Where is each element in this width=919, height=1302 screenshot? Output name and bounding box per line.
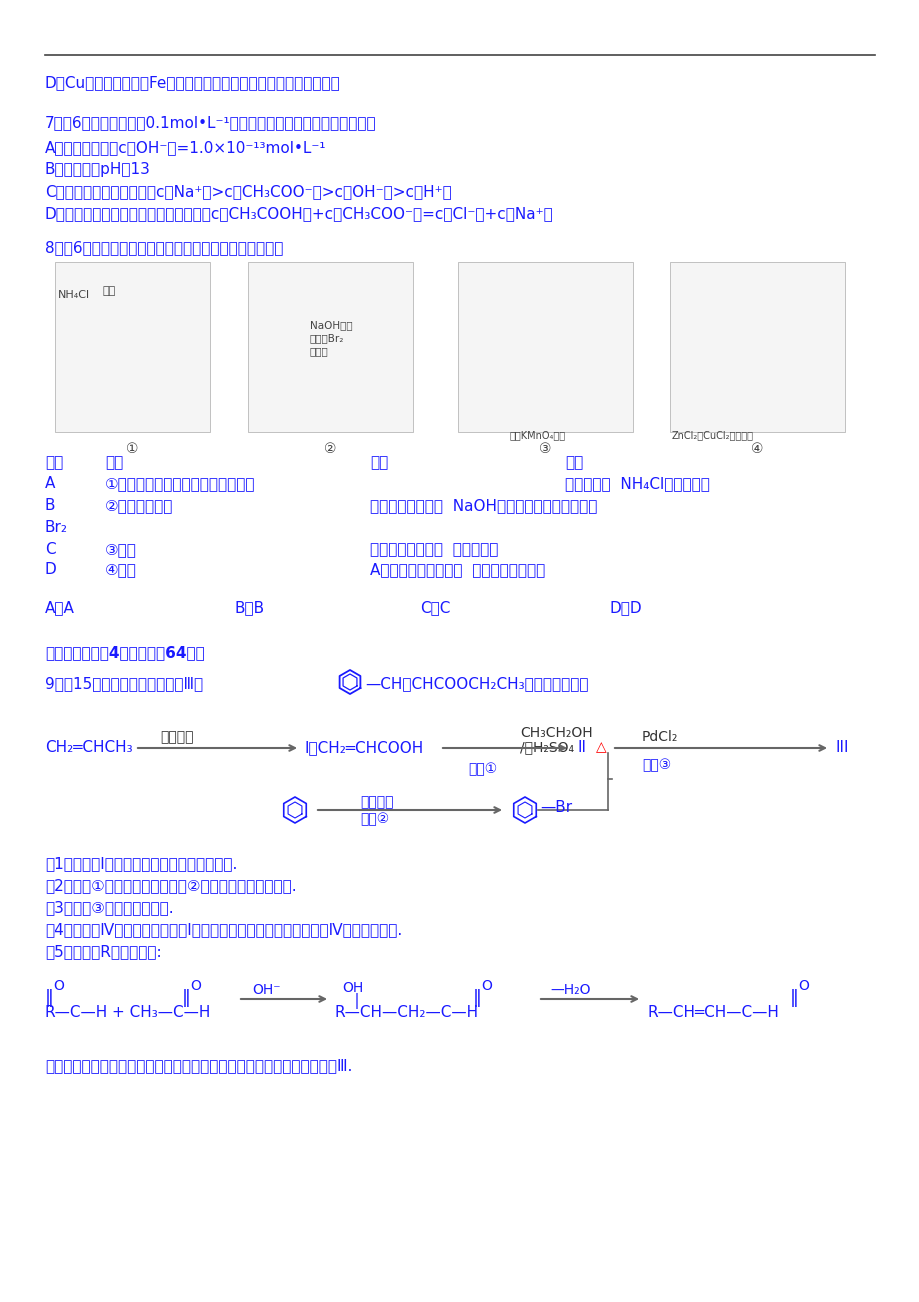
- Text: 现象: 现象: [369, 454, 388, 470]
- Text: （3）反应③的化学方程式为.: （3）反应③的化学方程式为.: [45, 900, 174, 915]
- Text: 和溶有Br₂: 和溶有Br₂: [310, 333, 344, 342]
- Text: 酸性KMnO₄溶液: 酸性KMnO₄溶液: [509, 430, 565, 440]
- Text: A极上有红色固体析出  锌的金属性比铜强: A极上有红色固体析出 锌的金属性比铜强: [369, 562, 545, 577]
- Text: |: |: [335, 993, 359, 1009]
- Text: （2）反应①的反应类型为，反应②中无机试剂和催化剂为.: （2）反应①的反应类型为，反应②中无机试剂和催化剂为.: [45, 878, 296, 893]
- Text: III: III: [835, 740, 848, 755]
- Text: 的溴苯: 的溴苯: [310, 346, 328, 355]
- Bar: [669, 262, 844, 432]
- Text: O: O: [481, 979, 492, 993]
- Text: ‖: ‖: [472, 990, 482, 1006]
- Text: A．水电离出来的c（OH⁻）=1.0×10⁻¹³mol•L⁻¹: A．水电离出来的c（OH⁻）=1.0×10⁻¹³mol•L⁻¹: [45, 141, 326, 155]
- Bar: [458, 262, 632, 432]
- Text: O: O: [190, 979, 200, 993]
- Text: △: △: [596, 740, 606, 754]
- Text: （5）已知（R表示烃基）:: （5）已知（R表示烃基）:: [45, 944, 162, 960]
- Text: 反应①: 反应①: [468, 762, 496, 776]
- Text: ‖: ‖: [182, 990, 191, 1006]
- Text: II: II: [577, 740, 586, 755]
- Text: Br₂: Br₂: [45, 519, 68, 535]
- Text: + CH₃—C—H: + CH₃—C—H: [112, 1005, 210, 1019]
- Text: ①将湿润的红色石蕊试纸靠近试管口: ①将湿润的红色石蕊试纸靠近试管口: [105, 477, 255, 491]
- Text: ZnCl₂、CuCl₂混合溶液: ZnCl₂、CuCl₂混合溶液: [671, 430, 754, 440]
- Text: PdCl₂: PdCl₂: [641, 730, 677, 743]
- Text: B．该溶液的pH＜13: B．该溶液的pH＜13: [45, 161, 151, 177]
- Text: C．溶液中离子浓度关系：c（Na⁺）>c（CH₃COO⁻）>c（OH⁻）>c（H⁺）: C．溶液中离子浓度关系：c（Na⁺）>c（CH₃COO⁻）>c（OH⁻）>c（H…: [45, 184, 451, 199]
- Text: NH₄Cl: NH₄Cl: [58, 290, 90, 299]
- Text: CH₂═CHCH₃: CH₂═CHCH₃: [45, 740, 132, 755]
- Text: B: B: [45, 497, 55, 513]
- Text: （4）有机物Ⅳ发生消去反应可得Ⅰ，也能通过两步氧化得丙二酸，则Ⅳ的结构简式为.: （4）有机物Ⅳ发生消去反应可得Ⅰ，也能通过两步氧化得丙二酸，则Ⅳ的结构简式为.: [45, 922, 402, 937]
- Text: 棉花: 棉花: [103, 286, 116, 296]
- Text: —Br: —Br: [539, 799, 572, 815]
- Text: ④: ④: [750, 441, 763, 456]
- Text: 反应③: 反应③: [641, 758, 671, 772]
- Bar: [55, 262, 210, 432]
- Text: 反应②: 反应②: [359, 812, 389, 825]
- Text: 醛和酮也能发生上述类似反应，则苯甲醛与发生反应，可直接合成有机物Ⅲ.: 醛和酮也能发生上述类似反应，则苯甲醛与发生反应，可直接合成有机物Ⅲ.: [45, 1059, 352, 1073]
- Text: CH₃CH₂OH: CH₃CH₂OH: [519, 727, 592, 740]
- Text: D: D: [45, 562, 57, 577]
- Text: OH: OH: [342, 980, 363, 995]
- Text: /浓H₂SO₄: /浓H₂SO₄: [519, 740, 573, 754]
- Text: ③: ③: [539, 441, 550, 456]
- Text: NaOH溶液: NaOH溶液: [310, 320, 352, 329]
- Text: C: C: [45, 542, 55, 557]
- Text: ②: ②: [323, 441, 335, 456]
- Text: 选项: 选项: [45, 454, 63, 470]
- Text: 试纸不变色  NH₄Cl受热不分解: 试纸不变色 NH₄Cl受热不分解: [564, 477, 709, 491]
- Text: 8．（6分）下列实验操作、现象和结论均为正确的是（）: 8．（6分）下列实验操作、现象和结论均为正确的是（）: [45, 240, 283, 255]
- Text: R—CH═CH—C—H: R—CH═CH—C—H: [647, 1005, 779, 1019]
- Text: ③加热: ③加热: [105, 542, 137, 557]
- Text: O: O: [797, 979, 808, 993]
- Text: O: O: [53, 979, 63, 993]
- Text: A: A: [45, 477, 55, 491]
- Text: D．D: D．D: [609, 600, 642, 615]
- Text: ①: ①: [126, 441, 138, 456]
- Text: D．Cu的金属活泼性比Fe弱，故水库铁闸门上接装铜块可减缓铁腐蚀: D．Cu的金属活泼性比Fe弱，故水库铁闸门上接装铜块可减缓铁腐蚀: [45, 76, 340, 90]
- Text: R—C—H: R—C—H: [45, 1005, 108, 1019]
- Text: OH⁻: OH⁻: [252, 983, 280, 997]
- Text: D．加入等浓度等体积的盐酸，溶液中：c（CH₃COOH）+c（CH₃COO⁻）=c（Cl⁻）+c（Na⁺）: D．加入等浓度等体积的盐酸，溶液中：c（CH₃COOH）+c（CH₃COO⁻）=…: [45, 206, 553, 221]
- Text: ‖: ‖: [789, 990, 798, 1006]
- Text: 结论: 结论: [564, 454, 583, 470]
- Text: I；CH₂═CHCOOH: I；CH₂═CHCOOH: [305, 740, 424, 755]
- Text: 无机试剂: 无机试剂: [359, 796, 393, 809]
- Text: 二、解答题（共4小题，满分64分）: 二、解答题（共4小题，满分64分）: [45, 644, 205, 660]
- Text: R—CH—CH₂—C—H: R—CH—CH₂—C—H: [335, 1005, 479, 1019]
- Text: 洗气瓶中溶液褪色  生成了乙烯: 洗气瓶中溶液褪色 生成了乙烯: [369, 542, 498, 557]
- Text: 操作: 操作: [105, 454, 123, 470]
- Text: （1）有机物Ⅰ的分子式为，所含官能团名称为.: （1）有机物Ⅰ的分子式为，所含官能团名称为.: [45, 855, 237, 871]
- Text: 一定条件: 一定条件: [160, 730, 193, 743]
- Text: C．C: C．C: [420, 600, 450, 615]
- Text: ‖: ‖: [45, 990, 54, 1006]
- Text: ②中振荡后静置: ②中振荡后静置: [105, 497, 173, 513]
- Text: A．A: A．A: [45, 600, 74, 615]
- Text: ④通电: ④通电: [105, 562, 137, 577]
- Text: —H₂O: —H₂O: [550, 983, 590, 997]
- Text: 9．（15分）工业上合成有机物Ⅲ（: 9．（15分）工业上合成有机物Ⅲ（: [45, 676, 203, 691]
- Text: —CH＝CHCOOCH₂CH₃）的路线如下：: —CH＝CHCOOCH₂CH₃）的路线如下：: [365, 676, 588, 691]
- Text: 下层液体颜色变浅  NaOH溶液可除去溶在溴苯中的: 下层液体颜色变浅 NaOH溶液可除去溶在溴苯中的: [369, 497, 596, 513]
- Bar: [248, 262, 413, 432]
- Text: 7．（6分）关于常温下0.1mol•L⁻¹醋酸钠溶液，下列说法正确的是（）: 7．（6分）关于常温下0.1mol•L⁻¹醋酸钠溶液，下列说法正确的是（）: [45, 115, 376, 130]
- Text: B．B: B．B: [234, 600, 265, 615]
